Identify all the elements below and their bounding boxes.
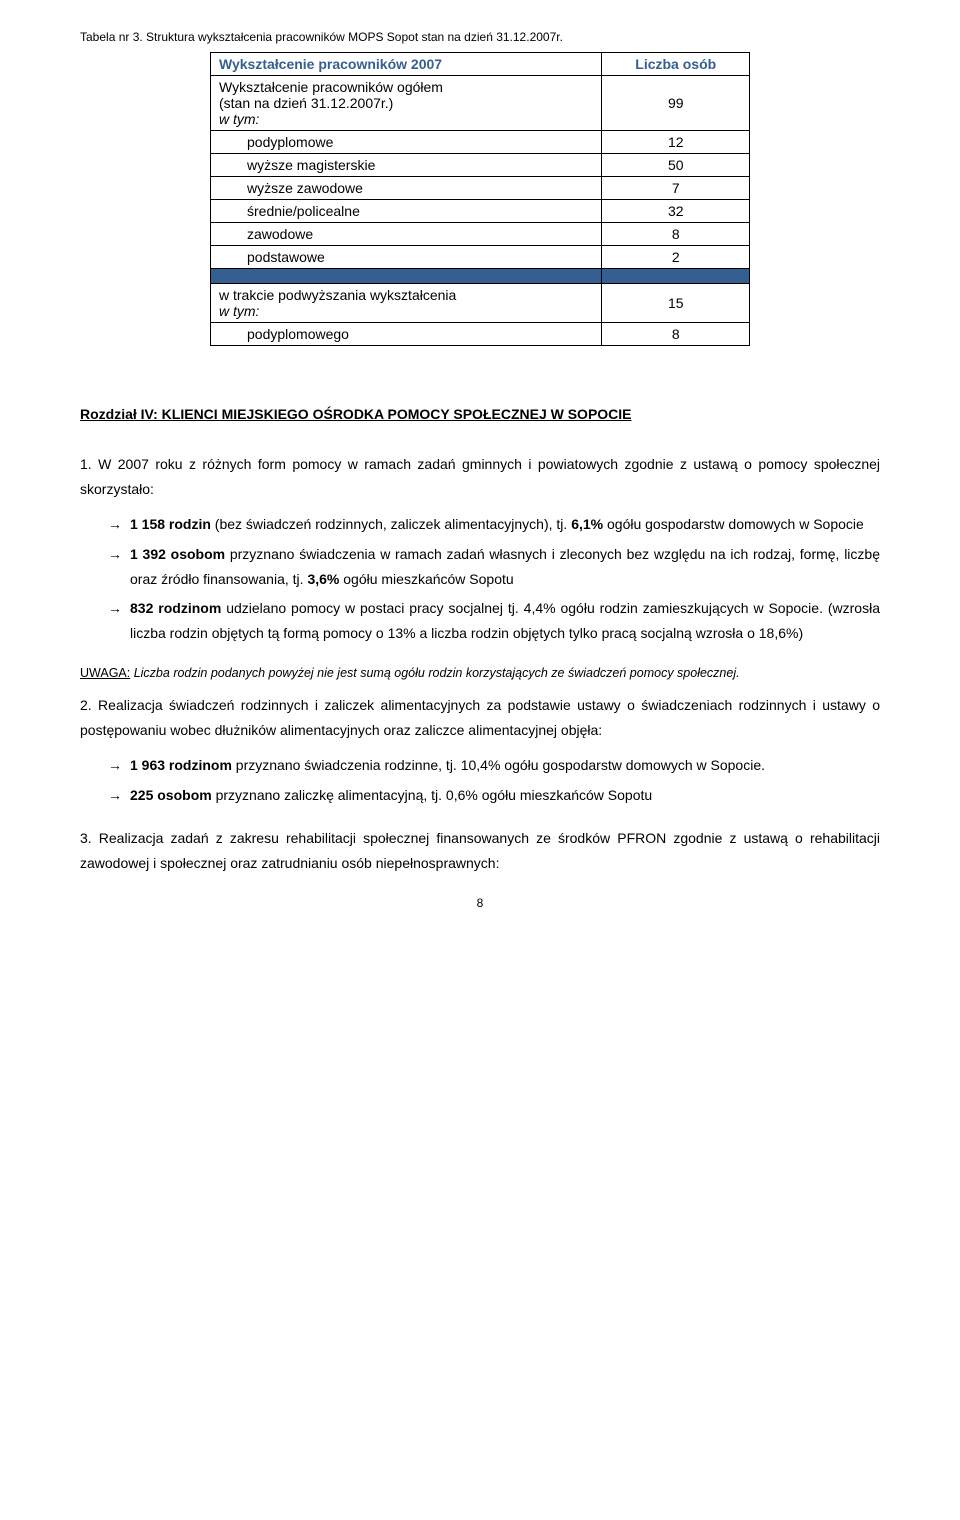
row-wyzsze-zawodowe-value: 7 — [602, 177, 750, 200]
row-srednie-label: średnie/policealne — [211, 200, 602, 223]
bullet-bold: 1 963 rodzinom — [130, 757, 232, 773]
bullet-text: przyznano zaliczkę alimentacyjną, tj. 0,… — [212, 787, 652, 803]
row-podyplomowego-label: podyplomowego — [211, 323, 602, 346]
note-text: Liczba rodzin podanych powyżej nie jest … — [130, 666, 739, 680]
bullet-list-1: 1 158 rodzin (bez świadczeń rodzinnych, … — [80, 512, 880, 646]
row-total-line1: Wykształcenie pracowników ogółem — [219, 79, 443, 95]
row-magisterskie-label: wyższe magisterskie — [211, 154, 602, 177]
paragraph-3: 3. Realizacja zadań z zakresu rehabilita… — [80, 826, 880, 876]
section-heading: Rozdział IV: KLIENCI MIEJSKIEGO OŚRODKA … — [80, 406, 880, 422]
bullet-text: ogółu gospodarstw domowych w Sopocie — [603, 516, 864, 532]
bullet-list-2: 1 963 rodzinom przyznano świadczenia rod… — [80, 753, 880, 807]
bullet-text: ogółu mieszkańców Sopotu — [339, 571, 513, 587]
row-srednie-value: 32 — [602, 200, 750, 223]
paragraph-1: 1. W 2007 roku z różnych form pomocy w r… — [80, 452, 880, 502]
row-total-label: Wykształcenie pracowników ogółem (stan n… — [211, 76, 602, 131]
table-header-left: Wykształcenie pracowników 2007 — [211, 53, 602, 76]
list-item: 1 963 rodzinom przyznano świadczenia rod… — [108, 753, 880, 778]
list-item: 225 osobom przyznano zaliczkę alimentacy… — [108, 783, 880, 808]
bullet-text: przyznano świadczenia rodzinne, tj. 10,4… — [232, 757, 765, 773]
bullet-bold: 832 rodzinom — [130, 600, 221, 616]
table-caption: Tabela nr 3. Struktura wykształcenia pra… — [80, 30, 880, 44]
page-container: Tabela nr 3. Struktura wykształcenia pra… — [40, 0, 920, 950]
row-podyplomowe-label: podyplomowe — [211, 131, 602, 154]
education-table: Wykształcenie pracowników 2007 Liczba os… — [210, 52, 750, 346]
row-podwyzszania-label: w trakcie podwyższania wykształcenia w t… — [211, 284, 602, 323]
list-item: 832 rodzinom udzielano pomocy w postaci … — [108, 596, 880, 646]
list-item: 1 158 rodzin (bez świadczeń rodzinnych, … — [108, 512, 880, 537]
bullet-bold: 1 158 rodzin — [130, 516, 211, 532]
table-divider-row — [211, 269, 750, 284]
note-label: UWAGA: — [80, 666, 130, 680]
row-podstawowe-label: podstawowe — [211, 246, 602, 269]
row-podwyzszania-line1: w trakcie podwyższania wykształcenia — [219, 287, 456, 303]
note-paragraph: UWAGA: Liczba rodzin podanych powyżej ni… — [80, 664, 880, 683]
table-header-right: Liczba osób — [602, 53, 750, 76]
row-wtym: w tym: — [219, 111, 259, 127]
row-podyplomowe-value: 12 — [602, 131, 750, 154]
row-podstawowe-value: 2 — [602, 246, 750, 269]
bullet-bold: 1 392 osobom — [130, 546, 225, 562]
row-total-value: 99 — [602, 76, 750, 131]
row-zawodowe-label: zawodowe — [211, 223, 602, 246]
row-wyzsze-zawodowe-label: wyższe zawodowe — [211, 177, 602, 200]
row-total-line2: (stan na dzień 31.12.2007r.) — [219, 95, 393, 111]
row-magisterskie-value: 50 — [602, 154, 750, 177]
bullet-text: (bez świadczeń rodzinnych, zaliczek alim… — [211, 516, 571, 532]
bullet-pct: 6,1% — [571, 516, 603, 532]
list-item: 1 392 osobom przyznano świadczenia w ram… — [108, 542, 880, 592]
page-number: 8 — [80, 896, 880, 910]
row-zawodowe-value: 8 — [602, 223, 750, 246]
bullet-text: udzielano pomocy w postaci pracy socjaln… — [130, 600, 880, 641]
body-text: 1. W 2007 roku z różnych form pomocy w r… — [80, 452, 880, 876]
row-podwyzszania-value: 15 — [602, 284, 750, 323]
bullet-pct: 3,6% — [307, 571, 339, 587]
paragraph-2: 2. Realizacja świadczeń rodzinnych i zal… — [80, 693, 880, 743]
row-podwyzszania-line2: w tym: — [219, 303, 259, 319]
row-podyplomowego-value: 8 — [602, 323, 750, 346]
bullet-bold: 225 osobom — [130, 787, 212, 803]
